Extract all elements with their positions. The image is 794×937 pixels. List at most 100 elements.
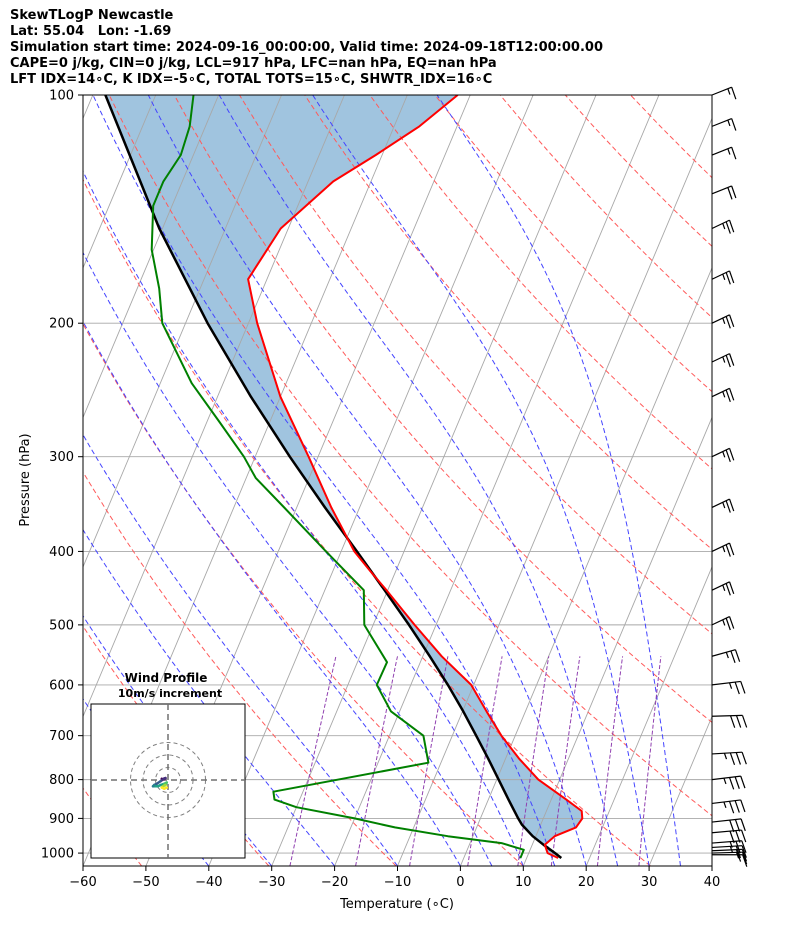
isotherm-line	[585, 565, 712, 866]
moist-adiabat-line	[92, 95, 556, 866]
wind-barb	[711, 649, 741, 664]
x-tick-label: −20	[321, 875, 348, 890]
wind-barb	[711, 219, 735, 234]
isotherm-line	[711, 864, 712, 866]
y-axis-ticks: 100 200 300 400 500 600 700 800 900 1000	[41, 89, 83, 862]
dry-adiabat-line	[173, 95, 712, 723]
inset-subtitle: 10m/s increment	[118, 687, 222, 700]
wind-barb-flag	[728, 542, 735, 556]
wind-barb-flag	[742, 854, 748, 867]
wind-barb-flag	[728, 448, 735, 461]
wind-barb-flag	[741, 849, 748, 862]
hodograph-segment	[163, 786, 168, 790]
wind-barb-flag	[731, 147, 737, 160]
wind-barb-flag	[741, 715, 748, 728]
parcel-profile-line	[104, 95, 563, 859]
wind-barb	[711, 848, 748, 862]
chart-title: SkewTLogP Newcastle	[10, 8, 174, 23]
mixing-ratio-line	[550, 656, 581, 866]
wind-barb-flag	[728, 270, 735, 284]
chart-header: SkewTLogP Newcastle Lat: 55.04 Lon: -1.6…	[10, 8, 790, 88]
x-tick-label: 0	[456, 875, 464, 890]
x-tick-label: −40	[195, 875, 222, 890]
y-tick-label: 400	[49, 545, 74, 560]
wind-barb	[711, 270, 735, 285]
dry-adiabat-line	[564, 95, 712, 247]
wind-barb-flag	[728, 498, 735, 512]
wind-barb-flag	[735, 840, 741, 854]
wind-barb-flag	[725, 221, 731, 234]
isotherm-line	[83, 95, 345, 718]
y-axis-label: Pressure (hPa)	[18, 433, 33, 526]
moist-adiabat-line	[83, 251, 493, 866]
isotherm-line	[334, 95, 660, 866]
dry-adiabat-line	[499, 95, 712, 319]
x-tick-label: −10	[384, 875, 411, 890]
mixing-ratio-line	[409, 656, 449, 866]
wind-barb-flag	[722, 391, 726, 398]
wind-barb-flag	[729, 841, 733, 848]
wind-barb-flag	[727, 119, 731, 127]
stability-line: CAPE=0 j/kg, CIN=0 j/kg, LCL=917 hPa, LF…	[10, 56, 497, 71]
wind-barb-flag	[725, 449, 731, 463]
wind-barb-flag	[735, 849, 742, 862]
isotherm-line	[397, 117, 712, 866]
mixing-ratio-line	[638, 656, 662, 866]
moist-adiabat-line	[147, 95, 587, 866]
dry-adiabat-line	[83, 322, 524, 866]
wind-barb-flag	[734, 649, 741, 662]
wind-barb-flag	[728, 800, 735, 814]
wind-barb-flag	[734, 819, 741, 832]
wind-barb	[711, 840, 747, 854]
moist-adiabat-line	[436, 95, 681, 866]
isotherm-line	[83, 95, 282, 569]
wind-barb-flag	[722, 317, 726, 324]
wind-barb-flag	[727, 187, 733, 200]
wind-barb	[711, 799, 746, 814]
wind-barb	[711, 387, 735, 402]
x-axis-label: Temperature (∘C)	[339, 897, 454, 912]
wind-barb-flag	[725, 617, 731, 631]
moist-adiabats	[83, 95, 681, 866]
wind-barb-staff	[711, 775, 741, 781]
y-tick-label: 700	[49, 729, 74, 744]
mixing-ratio-line	[355, 656, 398, 866]
wind-barb-flag	[740, 818, 746, 832]
x-tick-label: 10	[515, 875, 532, 890]
index-line: LFT IDX=14∘C, K IDX=-5∘C, TOTAL TOTS=15∘…	[10, 72, 493, 87]
wind-barb-flag	[728, 353, 735, 366]
isotherm-line	[83, 95, 94, 120]
wind-barb-flag	[731, 185, 737, 199]
y-tick-label: 200	[49, 317, 74, 332]
moist-adiabat-line	[83, 170, 524, 866]
isotherm-line	[208, 95, 534, 866]
dry-adiabat-line	[83, 471, 397, 866]
y-tick-label: 500	[49, 618, 74, 633]
wind-barb	[711, 447, 735, 463]
wind-barb-flag	[725, 272, 731, 285]
wind-barb	[711, 498, 735, 513]
wind-barb	[711, 775, 746, 790]
wind-barb	[711, 353, 735, 368]
wind-barb-flag	[735, 830, 741, 843]
mixing-ratio-line	[596, 656, 624, 866]
x-axis-ticks: −60 −50 −40 −30 −20 −10 0 10 20 30 40	[69, 866, 720, 890]
wind-barb	[711, 714, 748, 728]
wind-barb-flag	[728, 616, 735, 629]
wind-barb-staff	[711, 818, 742, 823]
wind-barb-staff	[711, 751, 743, 755]
wind-barb-flag	[725, 389, 731, 402]
wind-barb-flag	[722, 619, 726, 626]
y-tick-label: 900	[49, 812, 74, 827]
wind-barb	[711, 146, 737, 160]
wind-barb-flag	[729, 830, 735, 844]
wind-barb	[711, 818, 746, 833]
wind-barb	[711, 542, 735, 557]
wind-profile-inset: Wind Profile 10m/s increment	[90, 671, 246, 859]
wind-barb-flag	[730, 650, 736, 664]
wind-barb-flag	[735, 845, 741, 859]
wind-barb-flag	[725, 316, 731, 329]
wind-barb-flag	[722, 501, 726, 509]
wind-barb-flag	[740, 829, 747, 843]
